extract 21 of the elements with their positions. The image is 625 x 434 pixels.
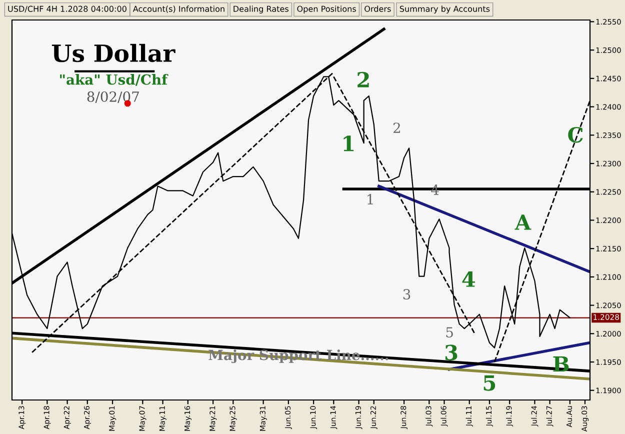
- annotation: 4: [431, 184, 439, 195]
- annotation: 2: [393, 122, 400, 133]
- annotation: A: [514, 214, 532, 230]
- annotation: 3: [403, 289, 410, 300]
- text: Dealing Rates: [234, 6, 288, 14]
- annotation: 5: [484, 375, 496, 391]
- text: Us Dollar: [52, 44, 176, 62]
- text: Orders: [364, 6, 391, 12]
- text: "aka" Usd/Chf: [60, 74, 168, 86]
- annotation: 3: [445, 344, 458, 360]
- text: USD/CHF 4H 1.2028 04:00:00: [8, 6, 126, 13]
- annotation: 1: [344, 136, 354, 152]
- annotation: C: [568, 126, 583, 143]
- annotation: 5: [446, 327, 453, 338]
- annotation: 2: [358, 72, 369, 88]
- annotation: 1: [368, 194, 373, 204]
- annotation: 4: [462, 271, 476, 287]
- text: Open Positions: [297, 6, 356, 14]
- text: Summary by Accounts: [400, 6, 490, 14]
- annotation: 8/02/07: [87, 91, 139, 103]
- text: Account(s) Information: [132, 6, 224, 13]
